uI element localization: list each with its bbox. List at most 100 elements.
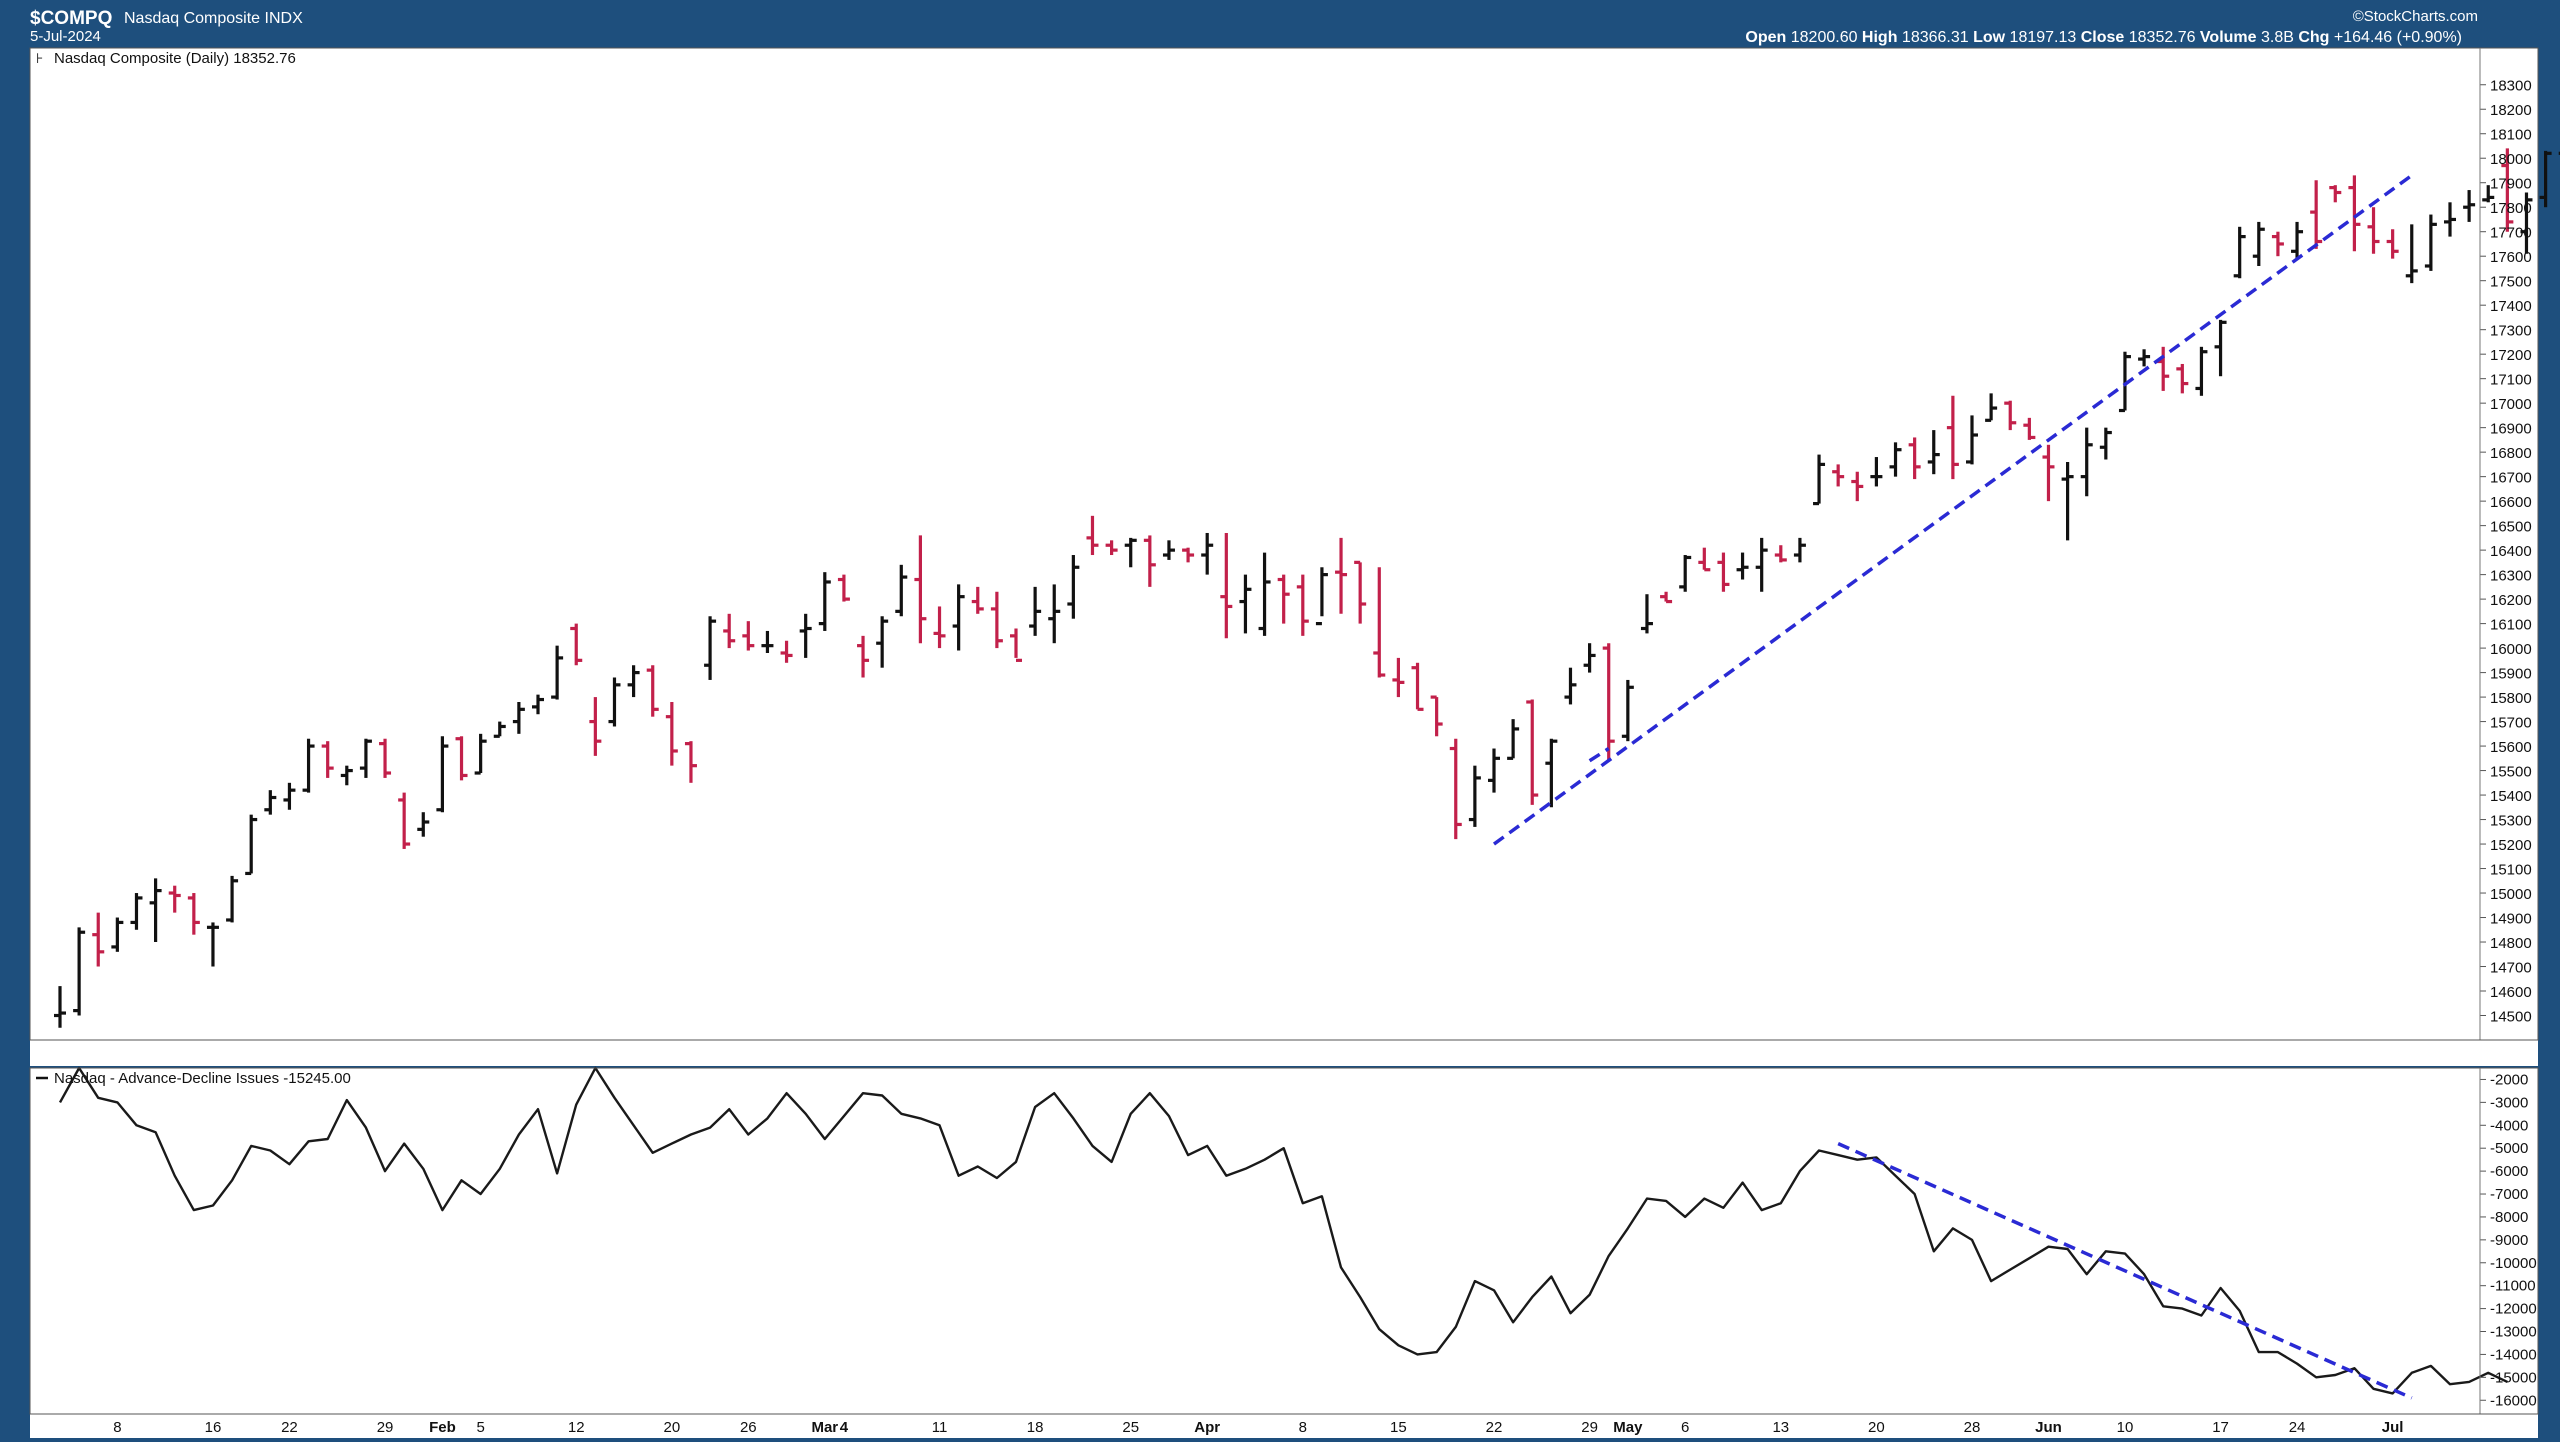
price-bar — [436, 736, 449, 813]
price-y-tick-label: 15400 — [2490, 788, 2532, 805]
price-trendlines — [1492, 173, 2413, 846]
breadth-x-tick-label: 16 — [205, 1419, 222, 1436]
price-bar — [2463, 190, 2476, 222]
breadth-panel-background — [30, 1068, 2538, 1414]
price-bar — [1602, 643, 1615, 761]
quote-label-open: Open — [1745, 29, 1790, 46]
price-bar — [570, 623, 583, 666]
price-bar — [1832, 464, 1845, 487]
price-y-tick-label: 16900 — [2490, 421, 2532, 438]
price-bar — [742, 621, 755, 651]
price-bar — [2252, 221, 2265, 266]
price-bar — [1545, 738, 1558, 808]
price-bar — [1048, 584, 1061, 644]
price-bar — [1067, 555, 1080, 619]
price-bar — [264, 790, 277, 815]
price-bar — [971, 586, 984, 614]
price-bar — [1640, 594, 1653, 634]
price-y-tick-label: 14900 — [2490, 911, 2532, 928]
price-bar — [1736, 552, 1749, 580]
price-bar — [1660, 591, 1673, 604]
price-bar — [54, 986, 66, 1028]
price-y-tick-label: 17400 — [2490, 298, 2532, 315]
breadth-x-tick-label: Apr — [1194, 1419, 1220, 1436]
price-y-tick-label: 18100 — [2490, 127, 2532, 144]
breadth-x-tick-label: 20 — [663, 1419, 680, 1436]
price-panel-background — [30, 48, 2480, 1040]
price-bar — [1239, 574, 1252, 634]
price-bar — [474, 733, 487, 775]
price-y-tick-label: 15500 — [2490, 764, 2532, 781]
price-bar — [2233, 226, 2246, 279]
price-bar — [187, 893, 200, 935]
price-panel: 14500 14600 14700 14800 14900 15000 15100 15200… — [29, 47, 2560, 1064]
price-y-tick-label: 15100 — [2490, 862, 2532, 879]
price-bar — [2405, 224, 2418, 284]
price-bar — [2367, 207, 2380, 254]
price-bar — [1774, 545, 1787, 563]
breadth-x-tick-label: 25 — [1122, 1419, 1139, 1436]
price-bar — [818, 572, 831, 631]
price-bar — [1124, 537, 1137, 568]
price-bar — [2482, 185, 2495, 203]
price-bar — [1793, 537, 1806, 563]
breadth-x-tick-label: 5 — [476, 1419, 484, 1436]
price-bar — [1717, 552, 1730, 592]
price-bar — [876, 616, 889, 668]
breadth-y-tick-label: -9000 — [2490, 1232, 2528, 1249]
price-bar — [1908, 437, 1921, 480]
price-bar — [92, 912, 105, 967]
price-y-tick-label: 17900 — [2490, 176, 2532, 193]
price-panel-title: Nasdaq Composite (Daily) 18352.76 — [54, 50, 296, 67]
price-bar — [1889, 442, 1902, 477]
price-bar — [283, 782, 296, 810]
price-bar — [111, 917, 124, 952]
price-bar — [379, 738, 392, 778]
symbol-label: $COMPQ — [30, 8, 112, 29]
breadth-x-tick-label: 28 — [1964, 1419, 1981, 1436]
breadth-x-tick-label: 22 — [1486, 1419, 1503, 1436]
price-y-tick-label: 18200 — [2490, 102, 2532, 119]
price-y-tick-label: 17600 — [2490, 249, 2532, 266]
price-bar — [2195, 346, 2208, 396]
quote-value-close: 18352.76 — [2129, 29, 2196, 46]
breadth-x-axis: 8 16 22 29 Feb 5 12 20 26 Mar 4 11 18 25 Apr 8 15 22 29 May… — [113, 1419, 2403, 1436]
price-bar — [1507, 719, 1520, 760]
breadth-x-tick-label: 29 — [377, 1419, 394, 1436]
price-bar — [2023, 417, 2036, 440]
price-y-tick-label: 14600 — [2490, 984, 2532, 1001]
breadth-panel: -2000 -3000 -4000 -5000 -6000 -7000 -8000 -9000… — [29, 1066, 2539, 1415]
price-bar — [2539, 150, 2552, 208]
price-bar — [589, 697, 602, 756]
price-bar — [857, 635, 870, 678]
quote-label-volume: Volume — [2195, 29, 2261, 46]
price-y-tick-label: 16200 — [2490, 592, 2532, 609]
price-bar — [2061, 461, 2074, 541]
price-y-tick-label: 15700 — [2490, 715, 2532, 732]
breadth-x-tick-label: 6 — [1681, 1419, 1689, 1436]
price-bar — [933, 606, 946, 649]
price-y-tick-label: 17700 — [2490, 225, 2532, 242]
price-bar — [2348, 175, 2361, 252]
price-bar — [1851, 471, 1864, 502]
price-bar — [2080, 427, 2093, 497]
breadth-x-axis-strip — [30, 1414, 2538, 1438]
price-bar — [704, 616, 717, 680]
breadth-y-tick-label: -11000 — [2490, 1278, 2536, 1295]
breadth-trendlines — [1837, 1142, 2413, 1400]
price-bar — [1966, 415, 1978, 465]
breadth-y-tick-label: -2000 — [2490, 1071, 2528, 1088]
price-bar — [1258, 552, 1271, 636]
price-y-tick-label: 14800 — [2490, 935, 2532, 952]
breadth-x-tick-label: 4 — [840, 1419, 849, 1436]
price-y-tick-label: 16100 — [2490, 617, 2532, 634]
price-y-tick-label: 16800 — [2490, 445, 2532, 462]
price-bar — [1985, 393, 1998, 422]
price-bar — [914, 535, 927, 644]
price-y-tick-label: 16300 — [2490, 568, 2532, 585]
price-bar — [1392, 657, 1405, 698]
breadth-x-tick-label: 26 — [740, 1419, 757, 1436]
price-bar — [1621, 679, 1634, 742]
price-bar — [627, 665, 640, 698]
